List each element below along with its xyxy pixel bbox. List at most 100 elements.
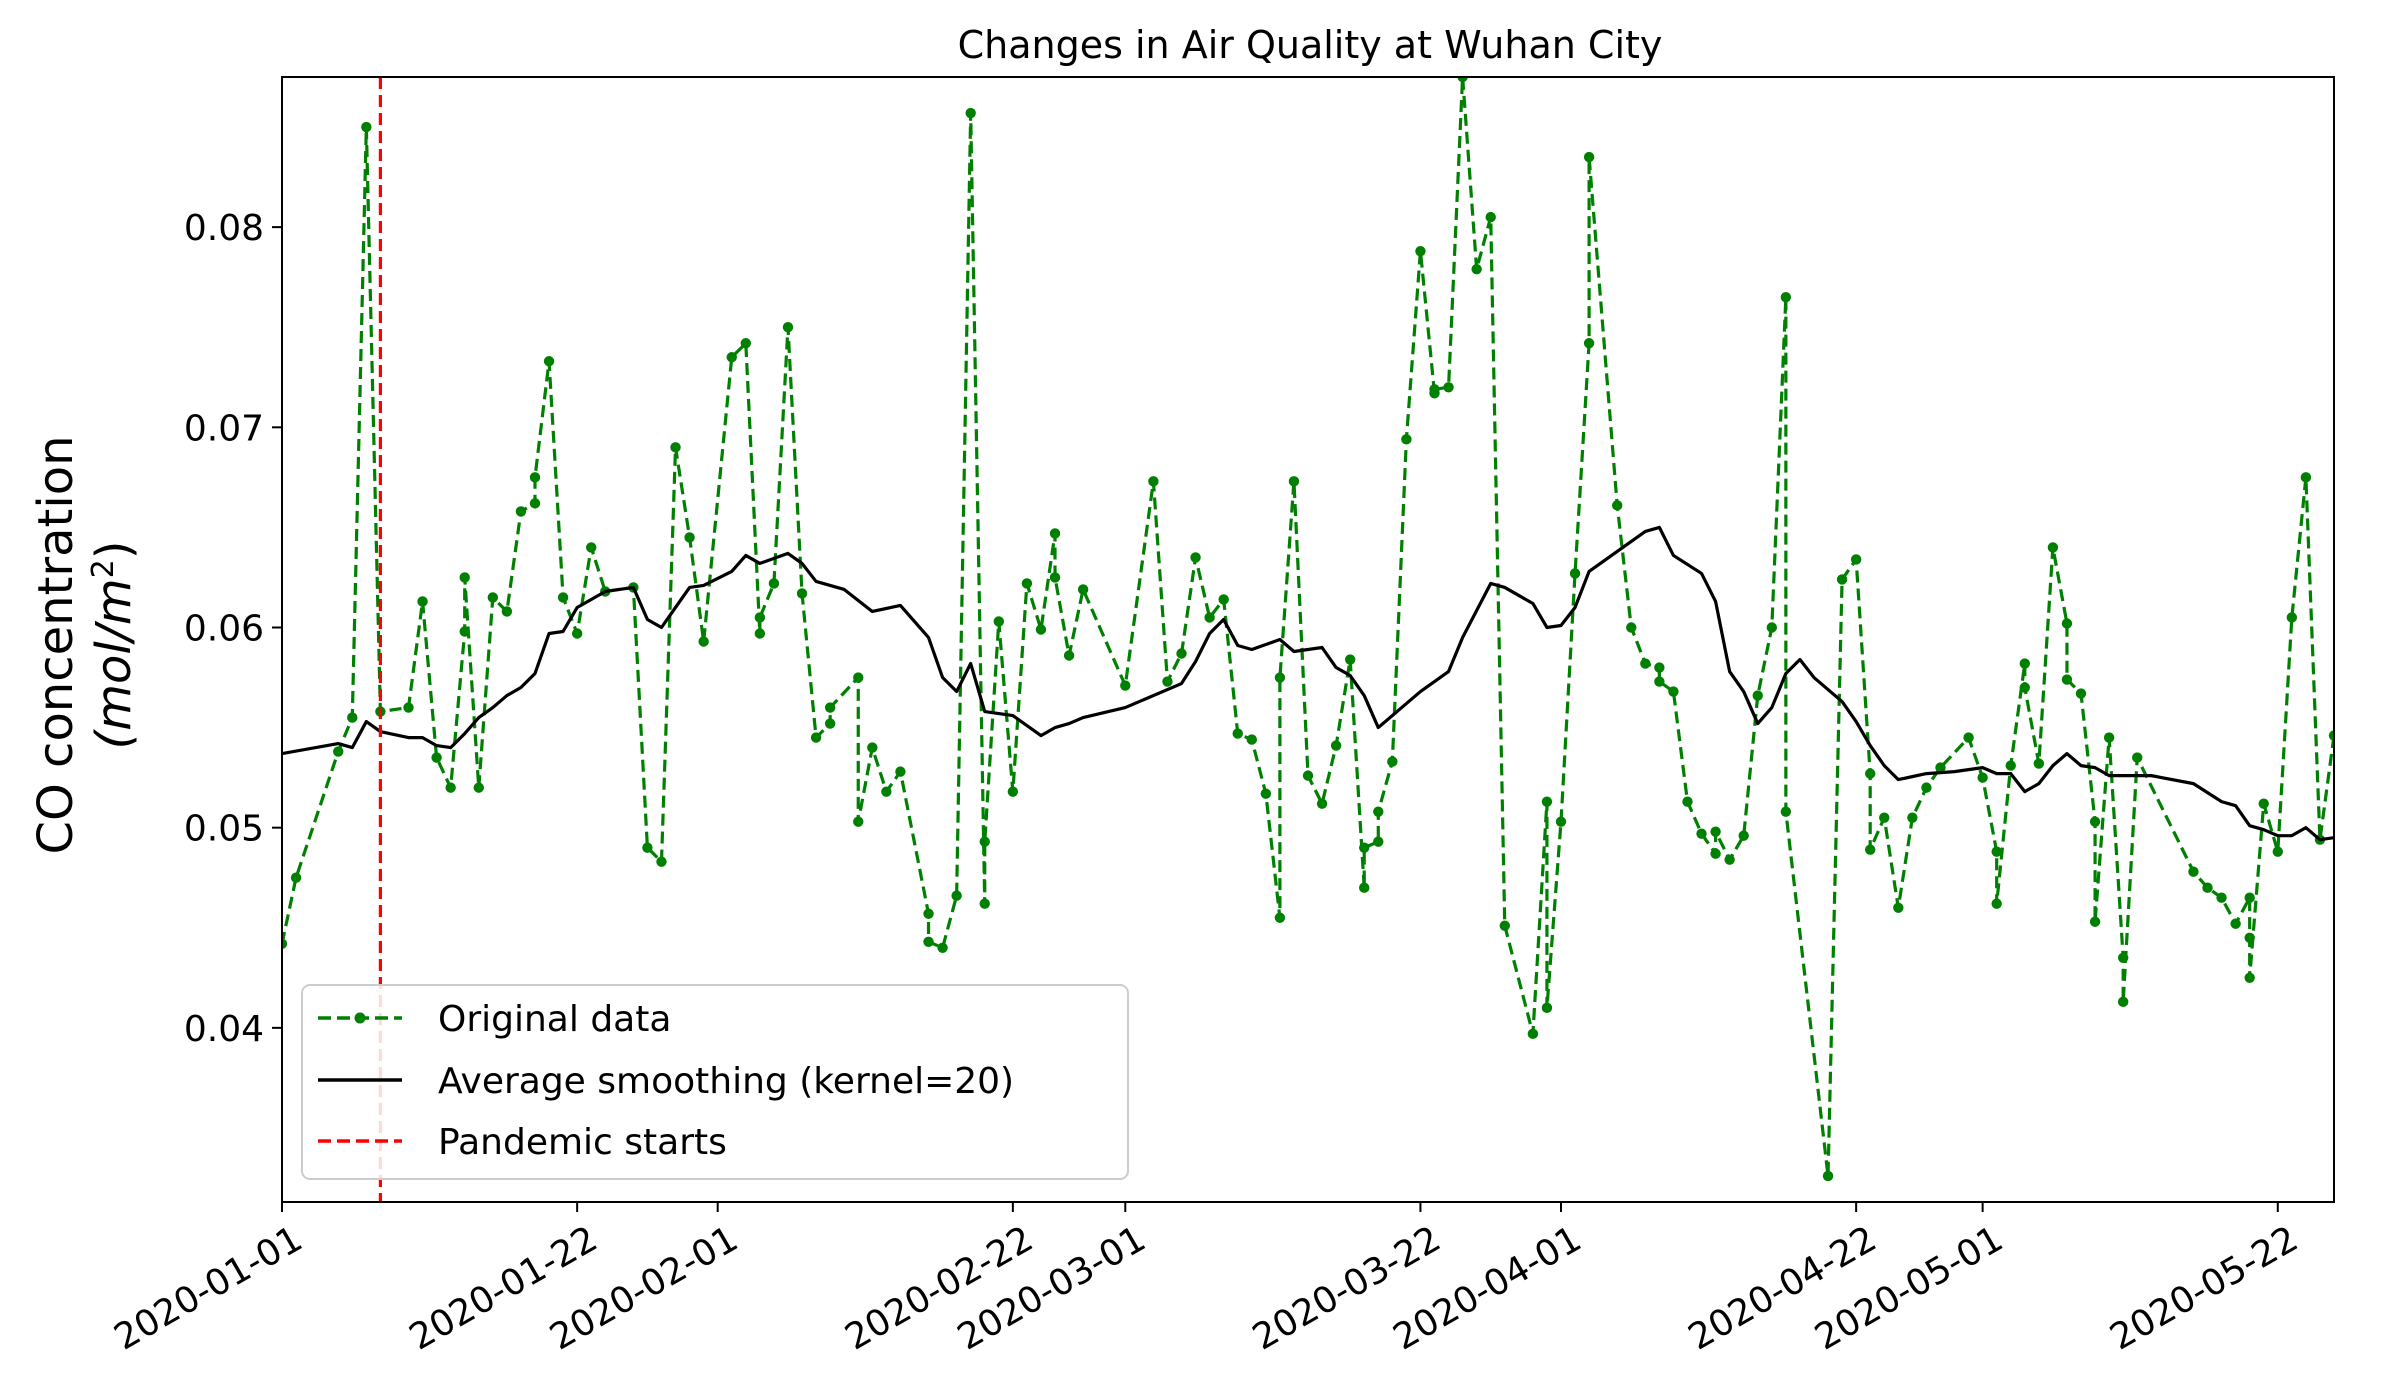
series-original-point xyxy=(1766,622,1778,633)
series-original-point xyxy=(1738,830,1749,841)
series-original-point xyxy=(417,596,428,607)
series-layer xyxy=(282,77,2334,1202)
series-original-point xyxy=(684,532,695,543)
series-original-point xyxy=(501,606,513,617)
legend-label-pandemic: Pandemic starts xyxy=(438,1122,727,1163)
series-original-point xyxy=(1991,898,2002,909)
series-original-point xyxy=(1204,612,1215,623)
series-original-point xyxy=(459,626,470,637)
series-original-point xyxy=(2047,542,2059,553)
y-axis-label-unit: (mol/m xyxy=(86,578,142,749)
series-original-point xyxy=(810,732,822,743)
series-original-point xyxy=(2019,658,2030,669)
series-original-point xyxy=(1569,568,1581,579)
series-original-point xyxy=(1879,812,1890,823)
series-original-point xyxy=(993,616,1004,627)
series-original-point xyxy=(1583,338,1595,349)
series-original-point xyxy=(1246,734,1257,745)
series-original-point xyxy=(824,718,836,729)
series-original-point xyxy=(1541,1002,1553,1014)
series-original-point xyxy=(1063,650,1075,661)
series-original-point xyxy=(473,782,484,793)
y-tick-label: 0.05 xyxy=(184,809,264,850)
series-original-point xyxy=(1654,676,1665,687)
plot-frame xyxy=(281,76,2335,1203)
y-tick-label: 0.04 xyxy=(184,1009,264,1050)
series-original-point xyxy=(1260,788,1272,799)
series-original-point xyxy=(1555,816,1567,827)
series-original-point xyxy=(1359,842,1370,853)
series-original-point xyxy=(1316,798,1328,809)
series-original-point xyxy=(1752,690,1763,701)
series-original-point xyxy=(1541,796,1553,807)
series-original-point xyxy=(670,442,681,453)
series-original-point xyxy=(1963,732,1974,743)
series-original-point xyxy=(431,752,442,763)
series-original-point xyxy=(1035,624,1047,635)
legend: Original data Average smoothing (kernel=… xyxy=(301,984,1129,1180)
series-original-point xyxy=(333,746,344,757)
series-original-point xyxy=(2244,892,2255,903)
series-original-point xyxy=(1626,622,1637,633)
series-original-point xyxy=(2033,758,2045,769)
series-original-point xyxy=(2188,866,2199,877)
series-original-point xyxy=(543,356,555,367)
series-original-point xyxy=(796,588,808,599)
series-original-point xyxy=(923,908,934,919)
series-original-point xyxy=(1710,848,1721,859)
series-original-point xyxy=(951,890,962,901)
series-original-point xyxy=(1288,476,1300,487)
series-original-point xyxy=(1893,902,1904,913)
series-original-point xyxy=(2244,932,2255,943)
series-original-point xyxy=(1387,756,1398,767)
series-original-point xyxy=(361,121,372,133)
y-axis-label-line1: CO concentration xyxy=(28,436,84,855)
series-original-point xyxy=(1485,211,1496,223)
series-original-point xyxy=(853,672,864,683)
series-original-point xyxy=(642,842,653,853)
series-original-point xyxy=(2117,996,2129,1008)
series-original-point xyxy=(2089,816,2101,827)
series-original-point xyxy=(2258,798,2269,809)
series-original-point xyxy=(2075,688,2087,699)
series-original-point xyxy=(1429,384,1440,395)
series-original-point xyxy=(290,872,302,883)
series-original-point xyxy=(1977,772,1988,783)
series-original-point xyxy=(1612,500,1623,511)
series-original-point xyxy=(1443,382,1454,393)
series-original-point xyxy=(1077,584,1089,595)
series-original-point xyxy=(2286,612,2298,623)
series-original-point xyxy=(824,702,836,713)
series-original-point xyxy=(1583,151,1595,163)
series-original-point xyxy=(1527,1028,1539,1040)
series-original-point xyxy=(1401,434,1412,445)
series-original-point xyxy=(557,592,569,603)
series-original-point xyxy=(2061,674,2073,685)
series-original-point xyxy=(571,628,583,639)
series-original-point xyxy=(282,938,288,949)
series-original-point xyxy=(1373,836,1384,847)
series-original-point xyxy=(1710,826,1721,837)
series-original-point xyxy=(1457,77,1468,83)
series-original-point xyxy=(740,338,752,349)
series-original-point xyxy=(2328,730,2334,741)
series-original-point xyxy=(1780,806,1792,817)
series-original-point xyxy=(2117,952,2129,963)
series-original-point xyxy=(1373,806,1384,817)
series-original-point xyxy=(1007,786,1019,797)
series-original-point xyxy=(937,942,948,953)
legend-label-smoothing: Average smoothing (kernel=20) xyxy=(438,1061,1014,1102)
legend-box xyxy=(301,984,1129,1180)
series-original-point xyxy=(1148,476,1159,487)
series-original-point xyxy=(1907,812,1918,823)
series-original-point xyxy=(1330,740,1342,751)
series-original-point xyxy=(2019,682,2030,693)
series-original-point xyxy=(698,636,709,647)
series-original-point xyxy=(1668,686,1679,697)
series-original-point xyxy=(1162,676,1173,687)
series-original-point xyxy=(1120,680,1131,691)
series-original-point xyxy=(445,782,456,793)
series-original-point xyxy=(881,786,892,797)
series-original-point xyxy=(1724,854,1735,865)
